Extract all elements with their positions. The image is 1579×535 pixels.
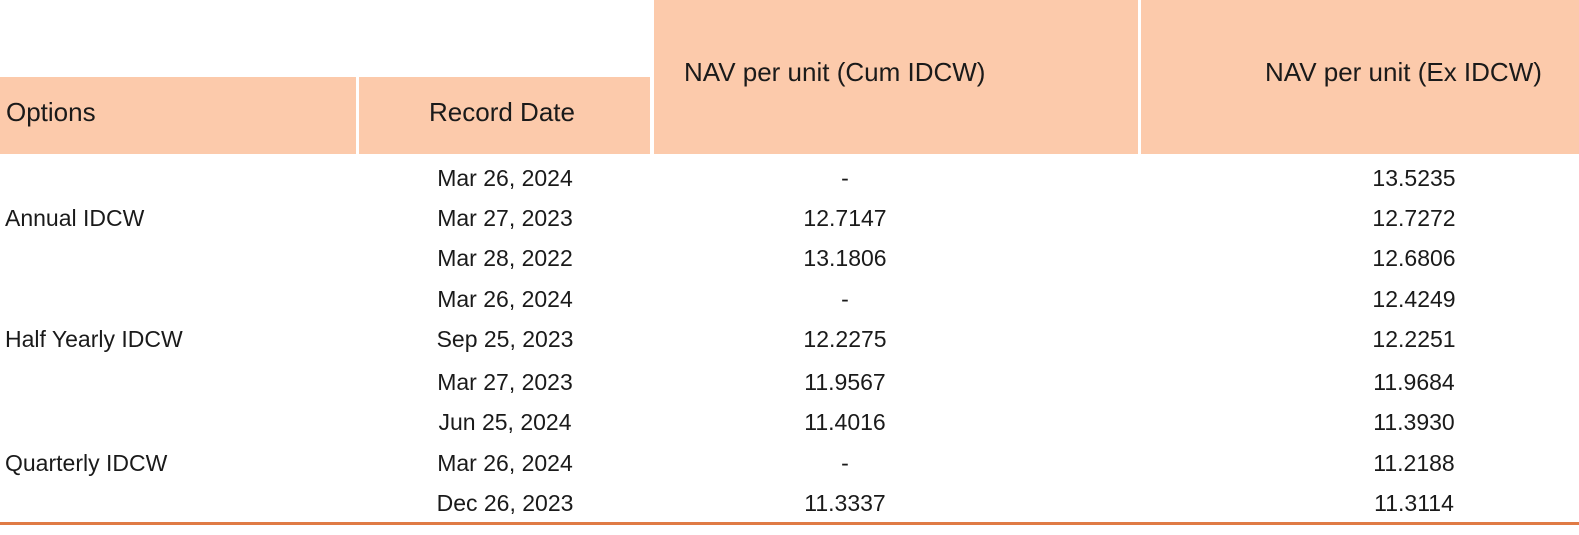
record-date-cell: Mar 27, 2023 — [437, 369, 573, 395]
record-date-cell: Jun 25, 2024 — [438, 409, 572, 435]
nav-cum-cell: - — [841, 165, 849, 191]
record-date-cell: Mar 28, 2022 — [437, 245, 573, 271]
nav-ex-cell: 11.2188 — [1373, 450, 1455, 476]
header-options: Options — [6, 97, 96, 127]
record-date-cell: Mar 26, 2024 — [437, 450, 573, 476]
nav-ex-cell: 11.9684 — [1373, 369, 1455, 395]
nav-ex-cell: 13.5235 — [1372, 165, 1456, 191]
header-cell-record-date — [359, 77, 650, 154]
nav-cum-cell: 11.3337 — [804, 490, 886, 516]
header-nav-cum: NAV per unit (Cum IDCW) — [684, 57, 986, 87]
nav-cum-cell: - — [841, 286, 849, 312]
nav-cum-cell: 12.2275 — [803, 326, 887, 352]
table-bottom-border — [0, 522, 1579, 525]
nav-ex-cell: 11.3114 — [1374, 490, 1454, 516]
record-date-cell: Mar 27, 2023 — [437, 205, 573, 231]
record-date-cell: Mar 26, 2024 — [437, 286, 573, 312]
header-cell-nav-ex — [1141, 0, 1579, 154]
option-label: Quarterly IDCW — [5, 450, 168, 476]
option-label: Annual IDCW — [5, 205, 145, 231]
nav-cum-cell: 13.1806 — [803, 245, 887, 271]
header-cell-nav-cum — [654, 0, 1138, 154]
header-record-date: Record Date — [429, 97, 575, 127]
nav-ex-cell: 12.4249 — [1372, 286, 1456, 312]
option-label: Half Yearly IDCW — [5, 326, 183, 352]
nav-ex-cell: 12.6806 — [1372, 245, 1456, 271]
nav-cum-cell: 12.7147 — [803, 205, 887, 231]
header-cell-options — [0, 77, 356, 154]
nav-cum-cell: - — [841, 450, 849, 476]
record-date-cell: Sep 25, 2023 — [436, 326, 574, 352]
record-date-cell: Mar 26, 2024 — [437, 165, 573, 191]
nav-cum-cell: 11.4016 — [804, 409, 886, 435]
nav-ex-cell: 12.2251 — [1372, 326, 1456, 352]
header-nav-ex: NAV per unit (Ex IDCW) — [1265, 57, 1542, 87]
nav-ex-cell: 11.3930 — [1373, 409, 1455, 435]
nav-cum-cell: 11.9567 — [804, 369, 886, 395]
record-date-cell: Dec 26, 2023 — [436, 490, 574, 516]
nav-ex-cell: 12.7272 — [1372, 205, 1456, 231]
